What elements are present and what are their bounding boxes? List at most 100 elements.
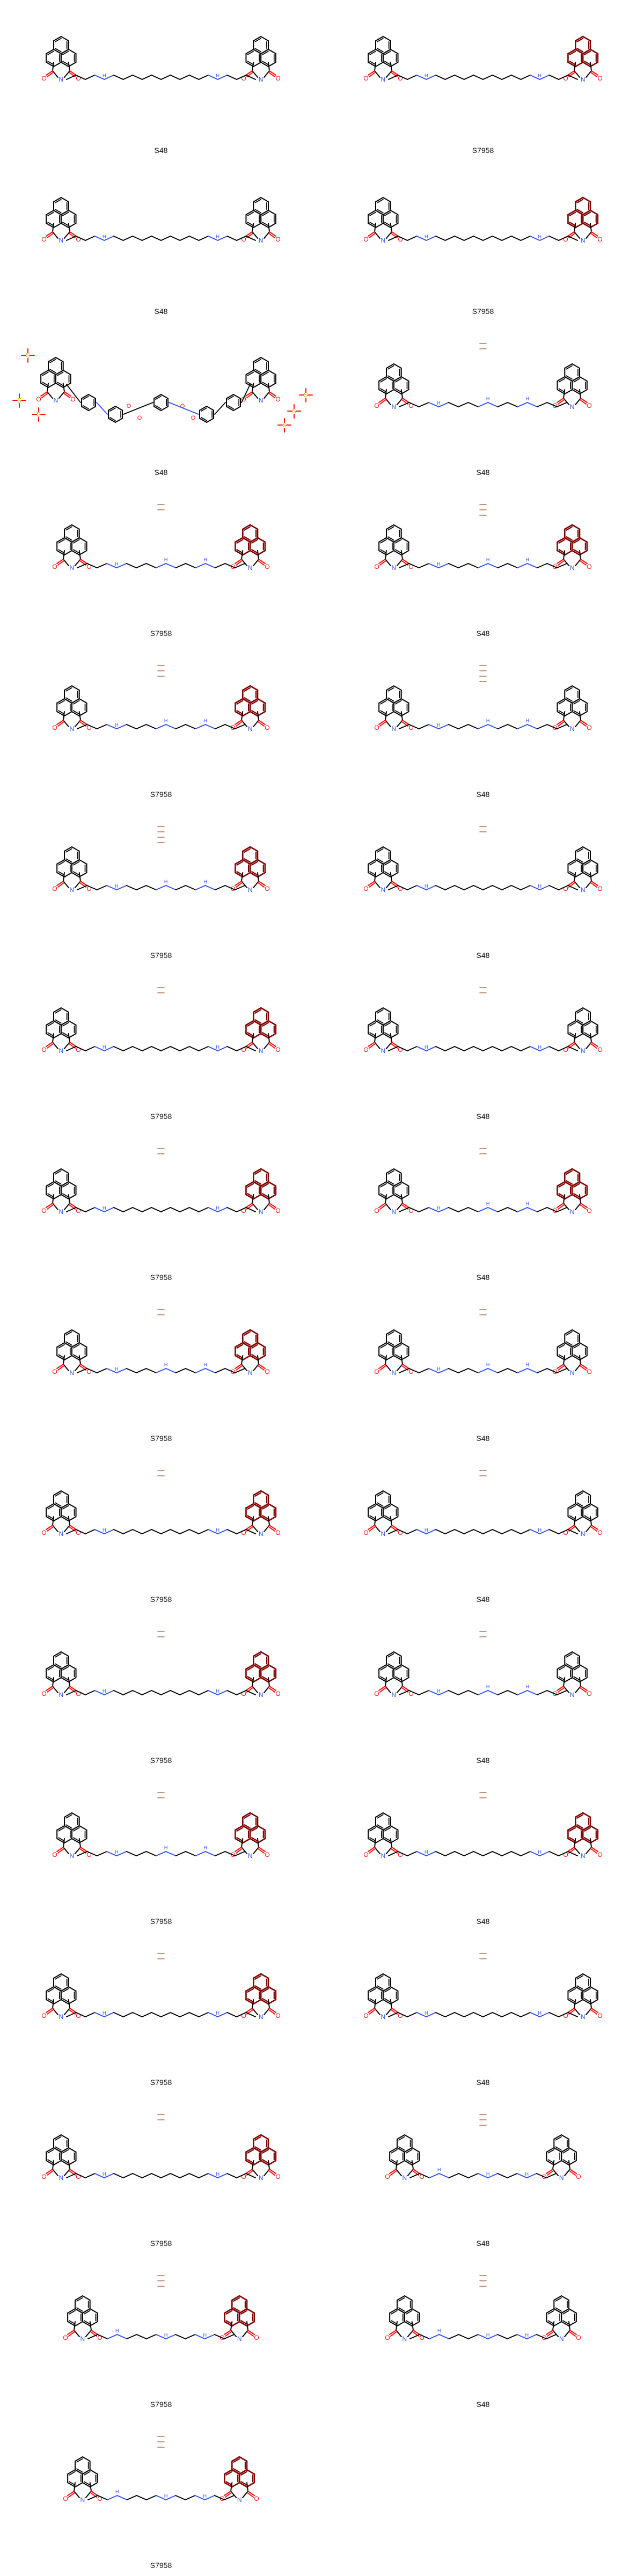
svg-text:H: H xyxy=(115,883,119,889)
svg-text:H: H xyxy=(538,1527,541,1533)
svg-text:O: O xyxy=(597,1529,602,1536)
molecule-structure: O ON OO NH H xyxy=(41,36,281,83)
svg-text:H: H xyxy=(437,561,441,567)
svg-text:O: O xyxy=(398,236,402,243)
svg-text:O: O xyxy=(363,885,368,892)
svg-text:N: N xyxy=(259,1530,264,1538)
molecule-structure: O ON OO NH H xyxy=(363,1470,603,1538)
svg-text:O: O xyxy=(275,1529,280,1536)
molecule-structure: OONOONHHH xyxy=(374,1309,592,1377)
svg-text:H: H xyxy=(103,234,106,239)
compound-label: S7958 xyxy=(150,1917,172,1926)
sulfonate-group: S xyxy=(12,393,26,408)
svg-text:H: H xyxy=(525,718,529,723)
svg-text:O: O xyxy=(191,415,196,421)
svg-text:H: H xyxy=(115,722,119,728)
compound-label: S7958 xyxy=(150,1756,172,1765)
svg-text:N: N xyxy=(59,1208,64,1216)
svg-text:H: H xyxy=(103,2010,106,2016)
structure-cell-c2: O O N O O N H H S7958 xyxy=(322,0,644,161)
svg-text:O: O xyxy=(597,236,602,243)
svg-text:H: H xyxy=(525,2171,529,2177)
svg-text:O: O xyxy=(76,1046,80,1053)
svg-text:N: N xyxy=(80,2335,85,2343)
compound-label: S7958 xyxy=(150,1595,172,1604)
svg-text:H: H xyxy=(486,2332,490,2338)
svg-text:N: N xyxy=(402,2335,407,2343)
svg-text:O: O xyxy=(265,1368,269,1375)
svg-text:N: N xyxy=(381,886,386,894)
svg-text:H: H xyxy=(203,2493,207,2499)
compound-label: S48 xyxy=(476,1434,490,1443)
compound-label: S7958 xyxy=(150,2561,172,2570)
svg-text:O: O xyxy=(398,885,402,892)
compound-label: S7958 xyxy=(150,2239,172,2248)
svg-text:N: N xyxy=(570,725,575,733)
svg-text:H: H xyxy=(538,73,541,78)
svg-text:N: N xyxy=(259,1047,264,1055)
compound-label: S48 xyxy=(476,1595,490,1604)
svg-text:H: H xyxy=(437,1205,441,1211)
svg-text:H: H xyxy=(164,718,168,723)
sulfonate-group: S xyxy=(32,407,46,422)
svg-text:H: H xyxy=(115,1366,119,1372)
svg-text:N: N xyxy=(248,725,253,733)
svg-text:H: H xyxy=(103,1688,106,1694)
molecule-structure: O ON OO NH H xyxy=(41,2114,281,2182)
molecule-structure: OONOONHHH xyxy=(52,1792,270,1860)
svg-text:O: O xyxy=(419,2334,424,2341)
svg-text:O: O xyxy=(408,1690,413,1697)
svg-text:O: O xyxy=(363,1046,368,1053)
svg-text:N: N xyxy=(381,237,386,244)
svg-text:N: N xyxy=(381,2013,386,2021)
svg-text:S: S xyxy=(304,391,308,399)
compound-label: S48 xyxy=(476,1112,490,1121)
svg-text:H: H xyxy=(425,1527,428,1533)
svg-text:H: H xyxy=(115,1849,119,1855)
compound-label: S48 xyxy=(476,1917,490,1926)
svg-text:O: O xyxy=(41,2012,46,2019)
compound-label: S7958 xyxy=(150,951,172,960)
structure-cell-c17: OONOONHHHS7958 xyxy=(0,1288,322,1449)
svg-text:N: N xyxy=(392,1691,397,1699)
svg-text:O: O xyxy=(265,885,269,892)
svg-text:N: N xyxy=(392,1208,397,1216)
svg-text:O: O xyxy=(86,563,91,570)
molecule-structure: OONOONHHH xyxy=(374,1148,592,1216)
structure-cell-c1: O O N O O N H H S48 xyxy=(0,0,322,161)
svg-text:O: O xyxy=(363,1851,368,1858)
molecule-structure: O ON OO NH H xyxy=(41,197,281,244)
svg-text:H: H xyxy=(486,2171,490,2177)
svg-text:N: N xyxy=(237,2496,242,2504)
structure-cell-c13: O O N O O N H H S7958 xyxy=(0,966,322,1127)
svg-text:O: O xyxy=(398,1851,402,1858)
svg-text:O: O xyxy=(86,724,91,731)
svg-text:H: H xyxy=(203,879,207,884)
compound-label: S7958 xyxy=(472,146,494,155)
svg-text:N: N xyxy=(581,237,586,244)
structure-cell-c22: OONOONHHHS48 xyxy=(322,1610,644,1771)
svg-text:H: H xyxy=(486,1201,490,1206)
svg-text:H: H xyxy=(216,2010,219,2016)
svg-text:O: O xyxy=(265,1851,269,1858)
svg-text:N: N xyxy=(581,76,586,83)
svg-text:H: H xyxy=(164,557,168,562)
svg-text:H: H xyxy=(486,718,490,723)
svg-text:O: O xyxy=(563,75,568,82)
molecule-structure: O ON OO NH H xyxy=(41,1148,281,1216)
svg-text:H: H xyxy=(486,396,490,401)
svg-text:O: O xyxy=(408,402,413,409)
svg-text:H: H xyxy=(203,1362,207,1367)
sulfonate-group: S xyxy=(287,404,301,419)
svg-text:O: O xyxy=(374,1368,379,1375)
svg-text:O: O xyxy=(41,1529,46,1536)
svg-text:O: O xyxy=(86,885,91,892)
svg-text:N: N xyxy=(59,1047,64,1055)
svg-text:O: O xyxy=(374,1690,379,1697)
svg-text:O: O xyxy=(363,236,368,243)
svg-text:O: O xyxy=(41,236,46,243)
svg-text:N: N xyxy=(392,403,397,411)
svg-text:H: H xyxy=(538,234,541,239)
svg-text:O: O xyxy=(275,2012,280,2019)
svg-text:O: O xyxy=(52,724,57,731)
